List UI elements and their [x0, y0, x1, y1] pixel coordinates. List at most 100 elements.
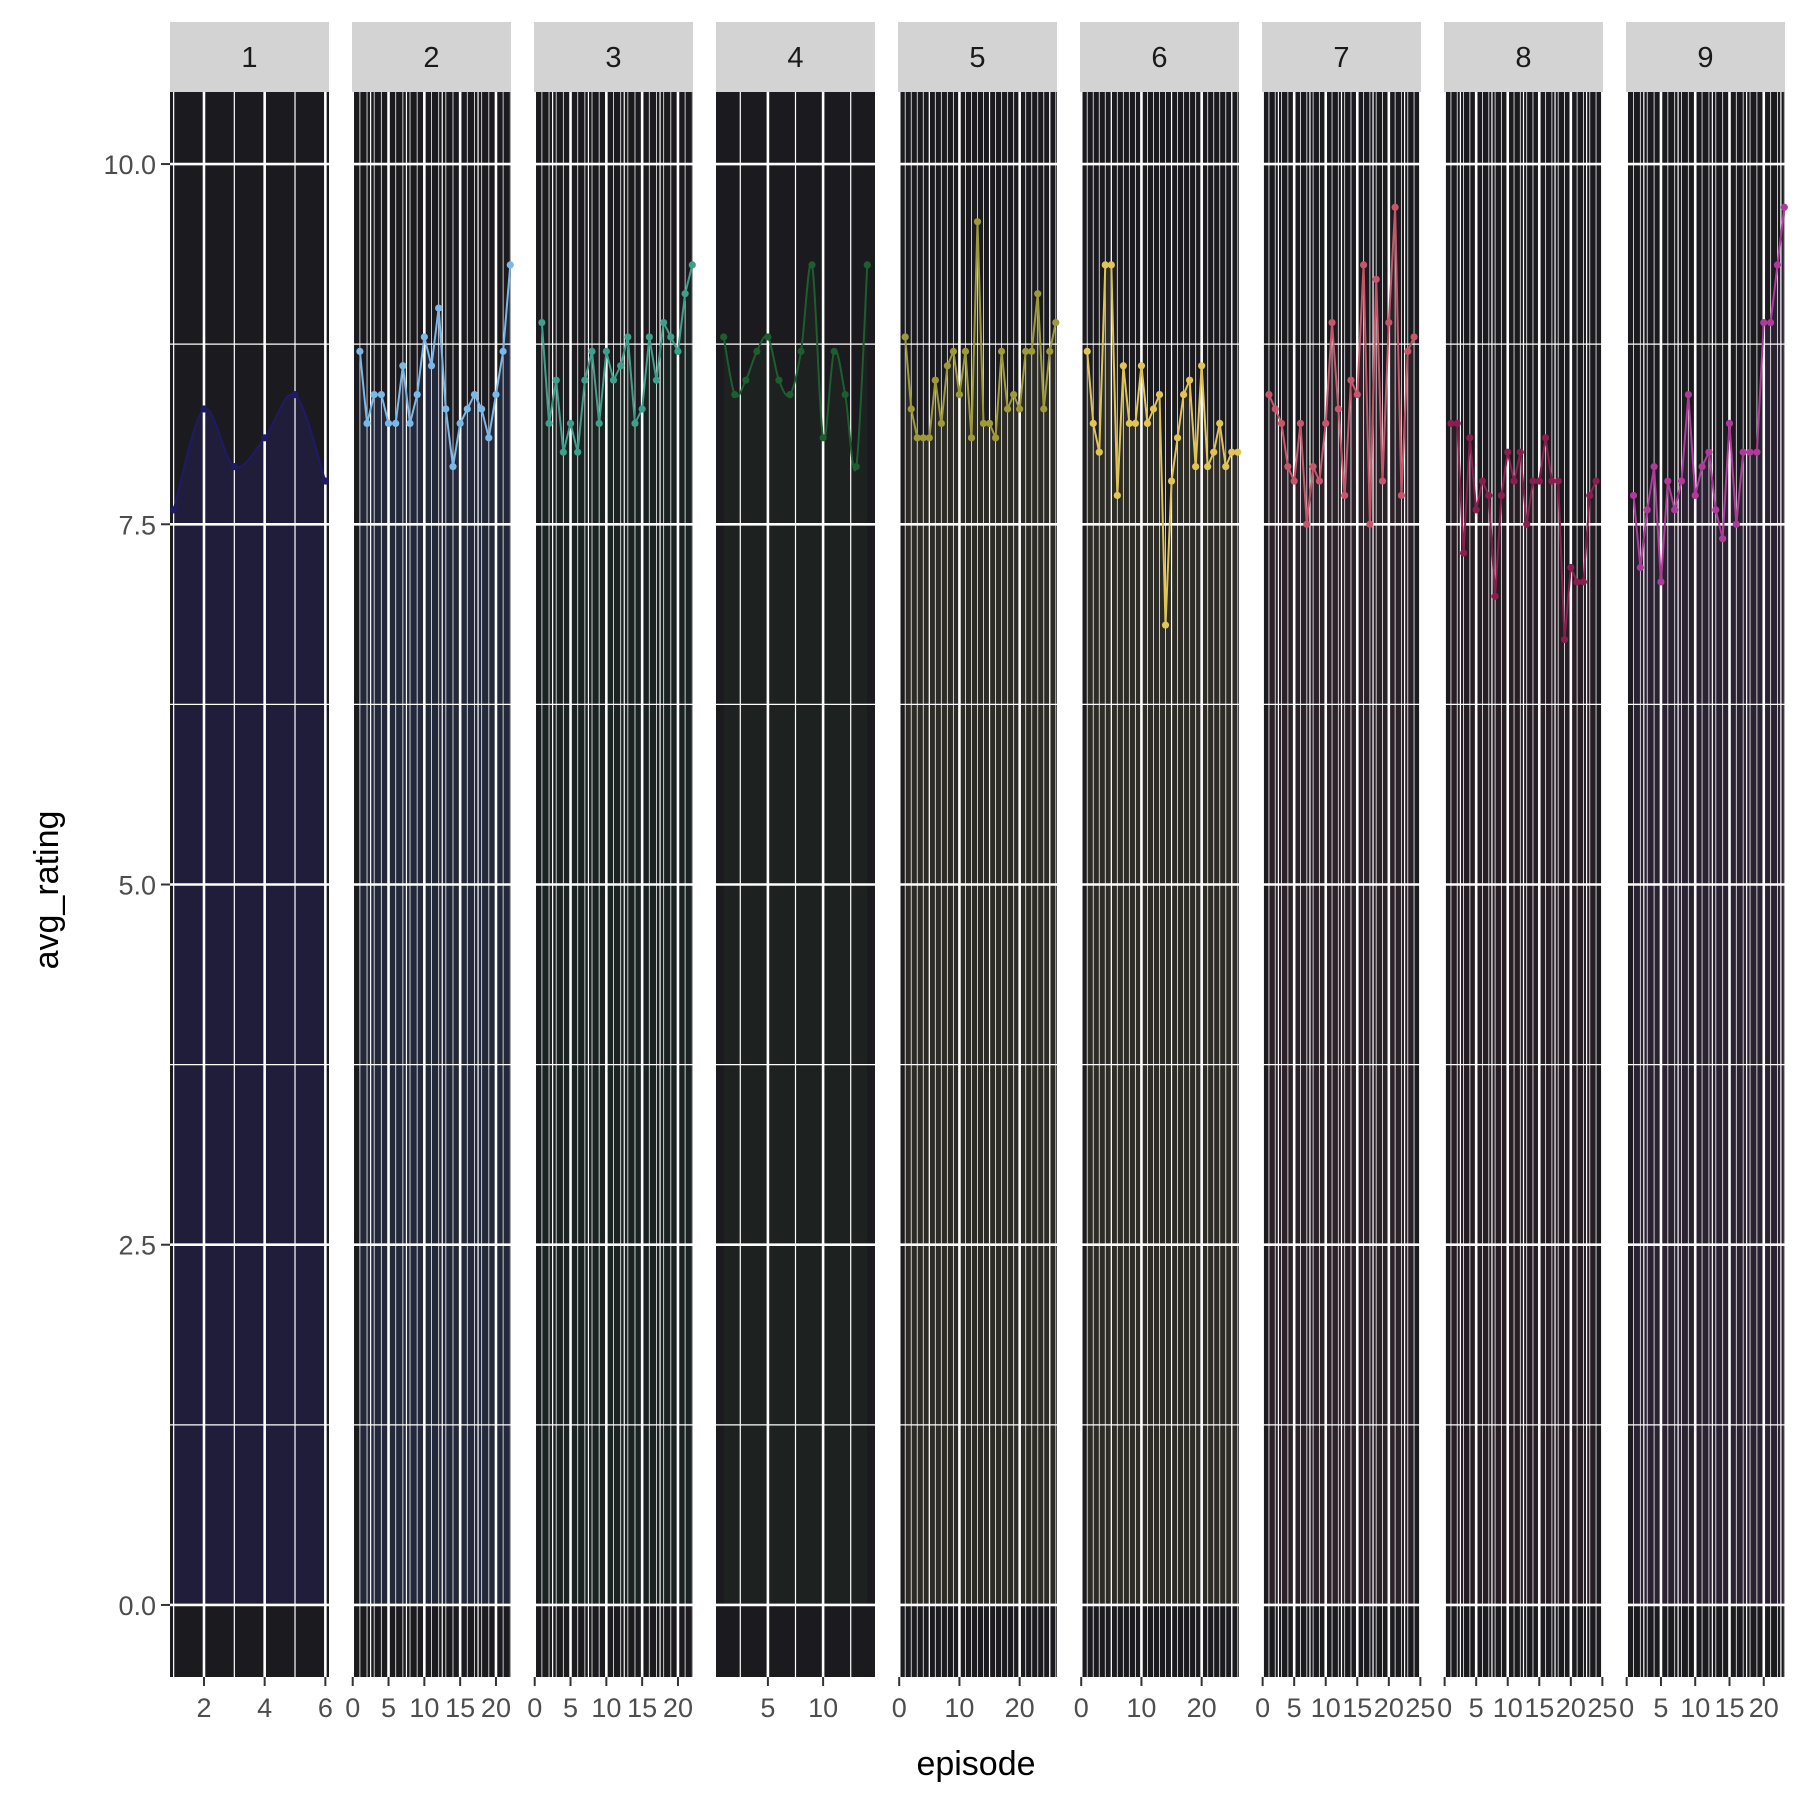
- data-point: [1113, 491, 1121, 500]
- data-point: [1347, 376, 1355, 384]
- data-point: [1466, 434, 1474, 442]
- data-point: [1650, 463, 1658, 471]
- data-point: [1353, 390, 1361, 399]
- data-point: [552, 376, 560, 384]
- data-point: [1125, 419, 1133, 428]
- data-point: [377, 390, 385, 399]
- data-point: [1328, 318, 1336, 327]
- data-point: [1592, 477, 1600, 485]
- data-point: [1083, 347, 1091, 355]
- data-point: [667, 333, 675, 341]
- data-point: [566, 419, 575, 428]
- data-point: [931, 376, 939, 384]
- data-point: [764, 333, 772, 341]
- data-point: [617, 362, 625, 370]
- facet-strip: [716, 22, 875, 92]
- data-point: [1290, 477, 1298, 485]
- data-point: [1478, 477, 1487, 485]
- data-point: [1629, 491, 1638, 500]
- data-point: [1453, 419, 1461, 428]
- x-tick-label: 5: [1287, 1693, 1302, 1723]
- data-point: [967, 434, 976, 442]
- y-tick-label: 2.5: [118, 1231, 156, 1261]
- data-point: [652, 376, 661, 384]
- data-point: [1022, 347, 1030, 355]
- data-point: [720, 333, 728, 341]
- x-tick-label: 0: [1619, 1693, 1634, 1723]
- data-point: [1010, 390, 1018, 399]
- x-tick-label: 0: [527, 1693, 542, 1723]
- data-point: [1698, 463, 1706, 471]
- data-point: [638, 405, 646, 413]
- data-point: [991, 434, 1000, 442]
- data-point: [581, 376, 589, 384]
- data-point: [830, 347, 838, 355]
- data-point: [200, 405, 208, 413]
- data-point: [463, 405, 471, 413]
- x-tick-label: 0: [345, 1693, 360, 1723]
- y-tick-label: 7.5: [118, 510, 156, 540]
- y-axis: 0.0 2.5 5.0 7.5 10.0: [103, 150, 170, 1621]
- data-point: [456, 419, 464, 428]
- data-point: [588, 347, 596, 355]
- data-point: [413, 390, 421, 399]
- data-point: [1161, 621, 1170, 629]
- data-point: [1334, 405, 1342, 413]
- data-point: [1040, 405, 1048, 413]
- data-point: [1228, 448, 1236, 456]
- data-point: [688, 261, 696, 269]
- data-point: [1222, 463, 1230, 471]
- data-point: [442, 405, 450, 413]
- x-tick-label: 20: [663, 1693, 693, 1723]
- data-point: [1341, 491, 1349, 500]
- data-point: [797, 347, 805, 355]
- x-tick-label: 5: [1469, 1693, 1484, 1723]
- data-point: [1773, 261, 1782, 269]
- facet-strip-label: 2: [423, 42, 439, 74]
- data-point: [943, 362, 951, 370]
- facet-panel-4: 4 5 10: [716, 22, 875, 1723]
- data-point: [1567, 563, 1575, 572]
- data-point: [1216, 419, 1224, 428]
- data-point: [1372, 275, 1380, 283]
- data-point: [1554, 477, 1562, 485]
- data-point: [1143, 419, 1152, 428]
- x-tick-label: 2: [196, 1693, 211, 1723]
- data-point: [363, 419, 371, 428]
- data-point: [1155, 390, 1164, 399]
- x-tick-label: 15: [1342, 1693, 1372, 1723]
- data-point: [1447, 419, 1455, 428]
- data-point: [492, 390, 500, 399]
- facet-panel-8: 8 0 5 10 15 20 25: [1437, 22, 1617, 1723]
- facet-strip: [1626, 22, 1785, 92]
- data-point: [478, 405, 486, 413]
- data-point: [559, 448, 567, 456]
- data-point: [919, 434, 927, 442]
- data-point: [901, 333, 909, 341]
- data-point: [1404, 347, 1412, 355]
- data-point: [1719, 535, 1727, 543]
- data-point: [261, 434, 269, 442]
- data-point: [979, 419, 988, 428]
- x-tick-label: 20: [1187, 1693, 1217, 1723]
- x-tick-label: 0: [1255, 1693, 1270, 1723]
- data-point: [1034, 290, 1042, 298]
- data-point: [406, 419, 414, 428]
- data-point: [1322, 419, 1330, 428]
- data-point: [1523, 520, 1531, 528]
- facet-strip: [170, 22, 329, 92]
- series-area: [1087, 264, 1238, 1605]
- series-area: [541, 264, 693, 1605]
- data-point: [742, 376, 750, 384]
- data-point: [392, 419, 400, 428]
- data-point: [631, 419, 639, 428]
- x-tick-label: 15: [1714, 1693, 1744, 1723]
- facet-strip-label: 1: [241, 42, 257, 74]
- data-point: [170, 506, 178, 514]
- data-point: [955, 390, 964, 399]
- x-tick-label: 20: [1749, 1693, 1779, 1723]
- data-point: [1535, 477, 1543, 485]
- data-point: [1119, 362, 1127, 370]
- data-point: [602, 347, 610, 355]
